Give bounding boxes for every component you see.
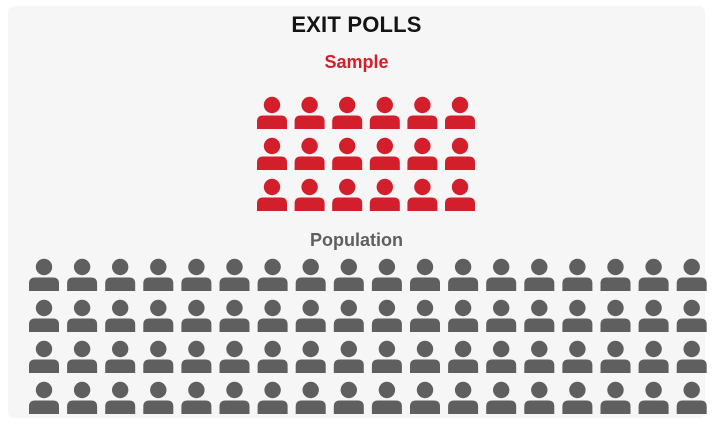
page-title: EXIT POLLS	[291, 12, 422, 37]
sample-person-icon	[445, 96, 475, 129]
population-person-icon	[67, 340, 98, 373]
sample-person-icon	[332, 137, 363, 170]
population-person-icon	[219, 258, 250, 291]
population-person-icon	[600, 381, 631, 414]
sample-person-icon	[369, 96, 400, 129]
population-person-icon	[676, 381, 707, 414]
population-person-icon	[181, 381, 212, 414]
population-person-icon	[257, 299, 288, 332]
sample-person-icon	[445, 178, 475, 211]
population-person-icon	[371, 340, 402, 373]
sample-person-icon	[369, 137, 400, 170]
population-person-icon	[638, 340, 669, 373]
population-person-icon	[333, 258, 364, 291]
population-person-icon	[410, 340, 440, 373]
population-person-icon	[562, 299, 593, 332]
population-person-icon	[181, 340, 212, 373]
population-person-icon	[448, 299, 479, 332]
population-person-icon	[600, 340, 631, 373]
population-person-icon	[524, 299, 555, 332]
population-person-icon	[638, 299, 669, 332]
population-person-icon	[257, 340, 288, 373]
sample-person-icon	[257, 137, 287, 170]
population-person-icon	[29, 381, 59, 414]
population-person-icon	[29, 258, 59, 291]
population-person-icon	[67, 258, 98, 291]
sample-person-icon	[257, 96, 287, 129]
sample-label: Sample	[324, 52, 389, 72]
population-person-icon	[105, 340, 136, 373]
population-person-icon	[448, 340, 479, 373]
sample-person-icon	[332, 178, 363, 211]
population-person-icon	[448, 381, 479, 414]
population-person-icon	[410, 381, 440, 414]
population-person-icon	[67, 299, 98, 332]
population-person-icon	[676, 258, 707, 291]
population-person-icon	[257, 258, 288, 291]
population-person-icon	[486, 340, 517, 373]
sample-person-icon	[369, 178, 400, 211]
population-person-icon	[524, 258, 555, 291]
population-person-icon	[219, 340, 250, 373]
population-person-icon	[486, 299, 517, 332]
population-person-icon	[562, 340, 593, 373]
population-person-icon	[295, 340, 326, 373]
population-person-icon	[29, 340, 59, 373]
population-person-icon	[143, 299, 174, 332]
population-person-icon	[676, 340, 707, 373]
population-person-icon	[371, 299, 402, 332]
population-person-icon	[219, 381, 250, 414]
population-person-icon	[105, 299, 136, 332]
population-label: Population	[310, 230, 403, 250]
population-person-icon	[486, 381, 517, 414]
population-person-icon	[143, 340, 174, 373]
sample-icon-grid	[257, 96, 475, 211]
population-person-icon	[524, 381, 555, 414]
population-person-icon	[600, 258, 631, 291]
population-icon-grid	[29, 258, 707, 414]
population-person-icon	[295, 299, 326, 332]
population-person-icon	[486, 258, 517, 291]
population-person-icon	[181, 258, 212, 291]
population-person-icon	[29, 299, 59, 332]
sample-person-icon	[332, 96, 363, 129]
sample-person-icon	[294, 178, 325, 211]
population-person-icon	[676, 299, 707, 332]
sample-person-icon	[257, 178, 287, 211]
sample-person-icon	[445, 137, 475, 170]
population-person-icon	[295, 381, 326, 414]
sample-person-icon	[294, 137, 325, 170]
population-person-icon	[371, 258, 402, 291]
population-person-icon	[600, 299, 631, 332]
sample-person-icon	[294, 96, 325, 129]
population-person-icon	[410, 299, 440, 332]
sample-person-icon	[407, 96, 438, 129]
population-person-icon	[143, 258, 174, 291]
population-person-icon	[219, 299, 250, 332]
population-person-icon	[448, 258, 479, 291]
population-person-icon	[638, 381, 669, 414]
sample-person-icon	[407, 137, 438, 170]
population-person-icon	[410, 258, 440, 291]
population-person-icon	[105, 258, 136, 291]
population-person-icon	[333, 381, 364, 414]
population-person-icon	[295, 258, 326, 291]
population-person-icon	[105, 381, 136, 414]
population-person-icon	[562, 258, 593, 291]
population-person-icon	[333, 340, 364, 373]
population-person-icon	[371, 381, 402, 414]
population-person-icon	[638, 258, 669, 291]
population-person-icon	[524, 340, 555, 373]
population-person-icon	[333, 299, 364, 332]
sample-person-icon	[407, 178, 438, 211]
population-person-icon	[181, 299, 212, 332]
population-person-icon	[67, 381, 98, 414]
population-person-icon	[257, 381, 288, 414]
population-person-icon	[562, 381, 593, 414]
population-person-icon	[143, 381, 174, 414]
